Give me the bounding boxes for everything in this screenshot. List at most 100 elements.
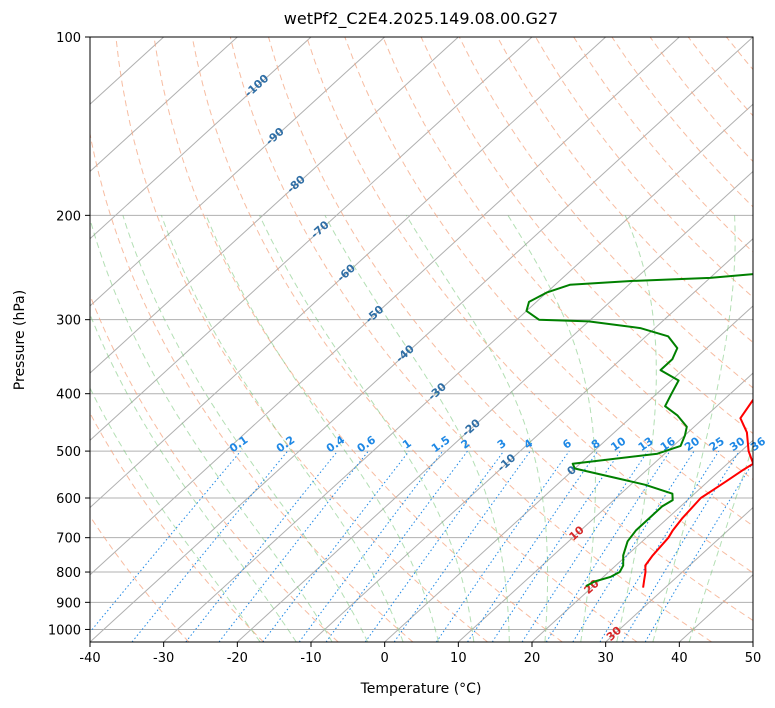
dry-adiabat: [115, 37, 488, 642]
temperature-profile-line: [642, 398, 753, 588]
moist-adiabat: [507, 215, 596, 642]
x-tick-label: -40: [79, 651, 100, 666]
isotherm-line: [90, 37, 238, 173]
y-tick-label: 500: [56, 445, 81, 460]
y-axis-label: Pressure (hPa): [12, 290, 28, 390]
moist-adiabat: [90, 387, 261, 642]
mixing-ratio-label: 3: [495, 437, 509, 452]
x-tick-label: -10: [300, 651, 321, 666]
mixing-ratio-line: [364, 450, 505, 642]
mixing-ratio-line: [325, 450, 468, 642]
mixing-ratio-line: [467, 450, 599, 642]
x-tick-label: 50: [745, 651, 762, 666]
isotherm-line: [90, 37, 607, 509]
mixing-ratio-label: 1: [400, 437, 414, 452]
mixing-ratio-label: 0.4: [324, 433, 348, 455]
dry-adiabat: [306, 37, 753, 574]
y-tick-label: 200: [56, 209, 81, 224]
isotherm-line: [605, 506, 753, 642]
y-tick-label: 800: [56, 566, 81, 581]
dry-adiabat: [90, 131, 414, 642]
mixing-ratio-labels: 0.1 0.2 0.4 0.6 1 1.5 2 3 4 6 8 10 13 16 20 25 30 36: [227, 433, 768, 455]
isotherm-line: [90, 37, 459, 374]
dry-adiabat: [382, 37, 753, 481]
x-tick-label: 10: [450, 651, 467, 666]
dry-adiabat: [344, 37, 753, 527]
y-tick-label: 600: [56, 492, 81, 507]
dry-adiabat: [90, 515, 190, 642]
grid-layer: [90, 37, 775, 642]
dry-adiabat: [726, 37, 753, 71]
mixing-ratio-label: 0.6: [355, 433, 379, 455]
y-tick-label: 900: [56, 596, 81, 611]
dry-adiabat: [268, 37, 753, 622]
x-axis-label: Temperature (°C): [360, 681, 482, 697]
moist-adiabat: [616, 215, 657, 642]
mixing-ratio-line: [185, 450, 338, 642]
isotherm-line: [752, 641, 753, 642]
mixing-ratio-line: [435, 450, 570, 642]
moist-adiabat: [205, 215, 439, 642]
mixing-ratio-line: [572, 450, 695, 642]
mixing-ratio-line: [262, 450, 410, 642]
x-tick-label: 40: [671, 651, 688, 666]
moist-adiabat: [160, 215, 404, 642]
mixing-ratio-line: [621, 450, 740, 642]
isotherm-line: [531, 439, 753, 642]
moist-adiabat: [259, 215, 475, 642]
mixing-ratio-line: [218, 450, 369, 642]
isotherm-line: [384, 305, 753, 642]
y-tick-label: 700: [56, 532, 81, 547]
y-tick-label: 1000: [48, 623, 81, 638]
isotherm-line: [310, 237, 753, 642]
mixing-ratio-line: [545, 450, 671, 642]
dry-adiabat: [765, 37, 775, 642]
mixing-ratio-line: [491, 450, 621, 642]
dry-adiabat: [611, 37, 753, 208]
isotherm-line: [457, 372, 753, 642]
mixing-ratio-line: [521, 450, 649, 642]
y-tick-label: 300: [56, 314, 81, 329]
isotherm-label: -100: [242, 72, 271, 100]
moist-adiabat: [122, 215, 369, 642]
isotherm-line: [236, 170, 753, 642]
plot-frame: [89, 36, 754, 643]
dry-adiabat: [535, 37, 753, 298]
moist-adiabat: [90, 313, 297, 642]
x-tick-label: -30: [153, 651, 174, 666]
dry-adiabat: [153, 37, 563, 642]
chart-title: wetPf2_C2E4.2025.149.08.00.G27: [284, 9, 558, 29]
dry-adiabat: [191, 37, 638, 642]
mixing-ratio-label: 6: [560, 437, 574, 452]
dry-adiabat: [496, 37, 753, 344]
y-tick-label: 100: [56, 31, 81, 46]
mixing-ratio-label: 8: [589, 437, 603, 452]
mixing-ratio-line: [131, 450, 288, 642]
isotherm-line: [90, 37, 753, 642]
moist-adiabat: [688, 444, 753, 642]
dry-adiabat: [687, 37, 753, 117]
data-layer: [525, 273, 753, 588]
moist-adiabat: [324, 215, 510, 642]
isotherm-line: [90, 37, 680, 576]
dry-adiabat: [649, 37, 753, 163]
mixing-ratio-line: [90, 450, 242, 633]
isotherm-line: [90, 37, 312, 240]
x-tick-label: -20: [227, 651, 248, 666]
moist-adiabat: [90, 217, 333, 642]
isotherm-line: [90, 37, 386, 307]
mixing-ratio-label: 1.5: [429, 433, 452, 455]
mixing-ratio-label: 0.1: [227, 433, 250, 455]
x-tick-label: 30: [597, 651, 614, 666]
isotherm-line: [90, 37, 533, 442]
moist-adiabat: [405, 215, 549, 642]
y-axis: 100 200 300 400 500 600 700 800 900 1000: [48, 31, 90, 638]
isotherm-line: [163, 103, 753, 642]
dry-adiabat: [420, 37, 753, 435]
dry-adiabat: [229, 37, 712, 642]
mixing-ratio-line: [393, 450, 531, 642]
dry-adiabat: [573, 37, 753, 253]
y-tick-label: 400: [56, 388, 81, 403]
